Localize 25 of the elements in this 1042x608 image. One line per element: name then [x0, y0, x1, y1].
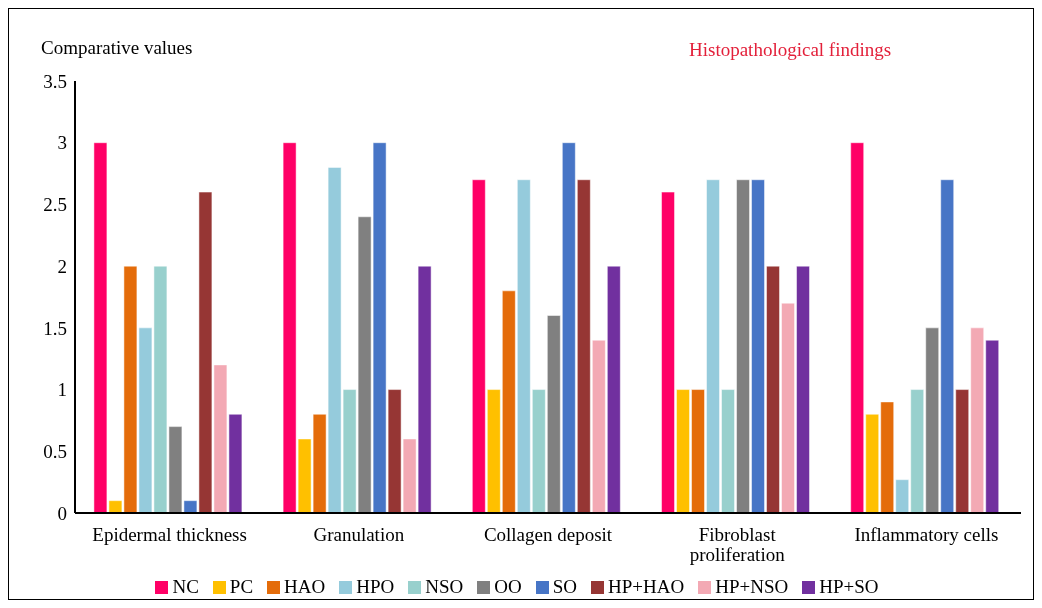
y-axis-title: Comparative values: [41, 37, 193, 59]
legend-label: HPO: [356, 576, 395, 597]
y-tick-label: 0.5: [43, 441, 67, 463]
y-tick-label: 2: [57, 255, 67, 277]
x-tick-label: Fibroblast proliferation: [689, 524, 786, 565]
legend-label: HP+HAO: [608, 576, 685, 597]
y-tick-label: 2.5: [43, 194, 67, 216]
x-tick-label: Epidermal thickness: [92, 524, 247, 545]
y-tick-label: 3.5: [43, 70, 67, 92]
legend-label: HAO: [284, 576, 326, 597]
y-tick-label: 1.5: [43, 317, 67, 339]
chart-title: Histopathological findings: [689, 39, 892, 61]
legend-label: SO: [552, 576, 578, 597]
legend-label: HP+SO: [819, 576, 879, 597]
y-tick-label: 1: [57, 379, 67, 401]
x-tick-label: Collagen deposit: [483, 524, 613, 545]
y-tick-label: 3: [57, 132, 67, 154]
x-tick-label: Granulation: [313, 524, 405, 545]
x-tick-label: Inflammatory cells: [854, 524, 999, 545]
legend-label: PC: [229, 576, 254, 597]
legend-label: HP+NSO: [715, 576, 789, 597]
y-tick-label: 0: [57, 502, 67, 524]
legend-label: NSO: [425, 576, 464, 597]
legend-label: OO: [494, 576, 522, 597]
legend-label: NC: [172, 576, 199, 597]
